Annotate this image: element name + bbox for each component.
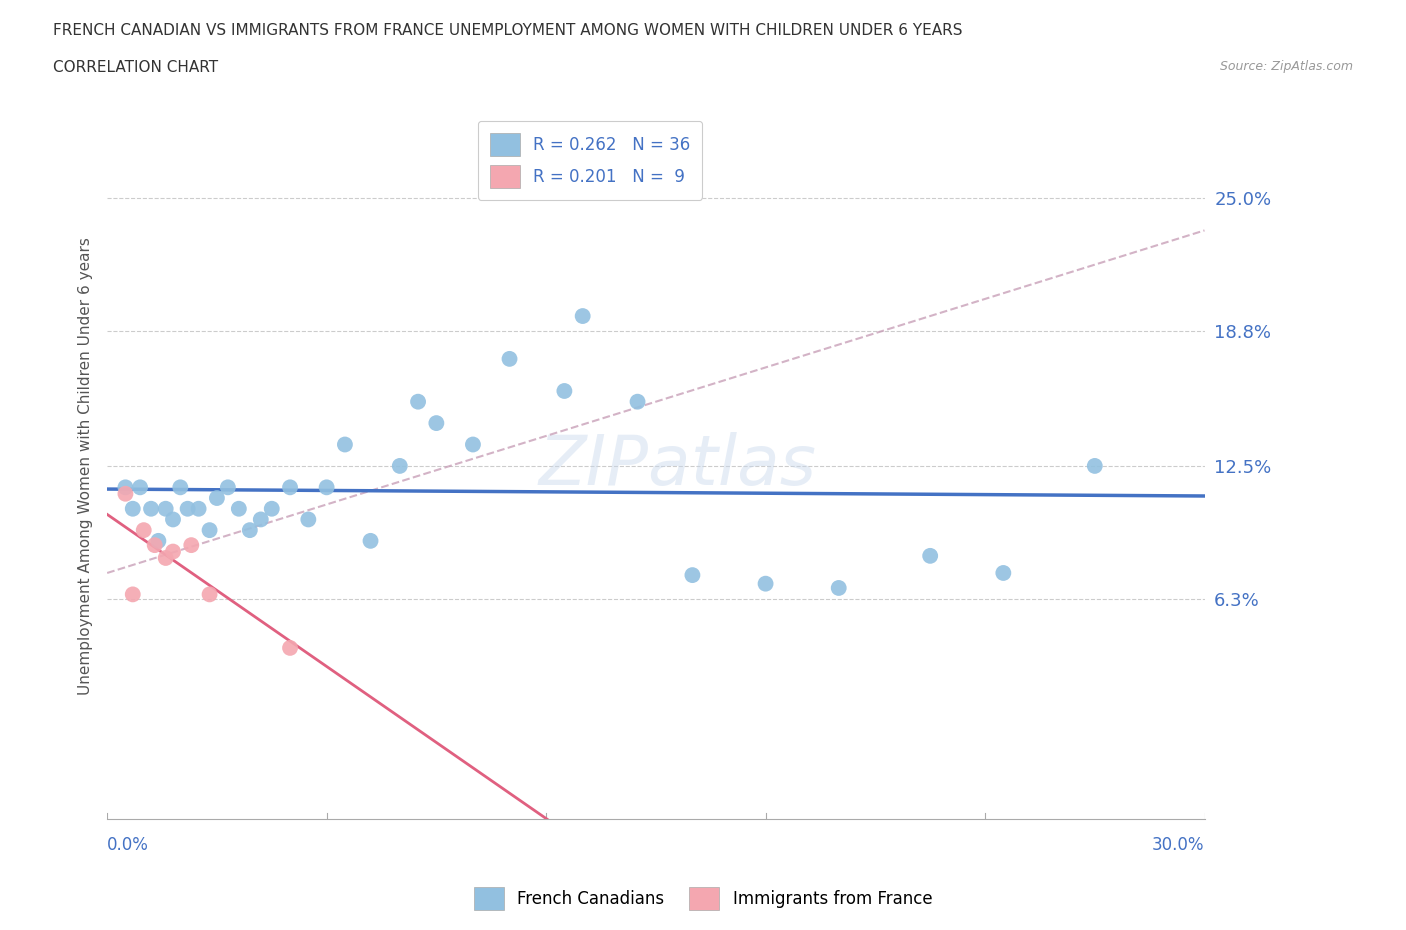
Point <box>498 352 520 366</box>
Point <box>993 565 1015 580</box>
Point <box>571 309 593 324</box>
Point <box>162 512 184 527</box>
Point <box>129 480 152 495</box>
Point <box>162 544 184 559</box>
Point <box>360 534 382 549</box>
Text: CORRELATION CHART: CORRELATION CHART <box>53 60 218 75</box>
Point <box>626 394 648 409</box>
Point <box>139 501 162 516</box>
Point <box>920 549 942 564</box>
Point <box>425 416 447 431</box>
Y-axis label: Unemployment Among Women with Children Under 6 years: Unemployment Among Women with Children U… <box>79 237 93 695</box>
Point <box>180 538 202 552</box>
Point <box>187 501 209 516</box>
Point <box>121 587 143 602</box>
Point <box>297 512 319 527</box>
Point <box>828 580 851 595</box>
Point <box>1084 458 1107 473</box>
Point <box>755 577 778 591</box>
Point <box>461 437 484 452</box>
Point <box>249 512 271 527</box>
Point <box>155 551 177 565</box>
Point <box>278 641 301 656</box>
Point <box>114 486 136 501</box>
Point <box>169 480 191 495</box>
Point <box>198 587 221 602</box>
Text: 0.0%: 0.0% <box>107 836 149 855</box>
Point <box>681 567 703 582</box>
Point <box>121 501 143 516</box>
Point <box>143 538 166 552</box>
Text: Source: ZipAtlas.com: Source: ZipAtlas.com <box>1219 60 1353 73</box>
Point <box>198 523 221 538</box>
Text: FRENCH CANADIAN VS IMMIGRANTS FROM FRANCE UNEMPLOYMENT AMONG WOMEN WITH CHILDREN: FRENCH CANADIAN VS IMMIGRANTS FROM FRANC… <box>53 23 963 38</box>
Point <box>406 394 429 409</box>
Point <box>278 480 301 495</box>
Text: ZIPatlas: ZIPatlas <box>538 432 817 499</box>
Legend: R = 0.262   N = 36, R = 0.201   N =  9: R = 0.262 N = 36, R = 0.201 N = 9 <box>478 121 702 200</box>
Point <box>315 480 337 495</box>
Point <box>228 501 250 516</box>
Point <box>217 480 239 495</box>
Text: 30.0%: 30.0% <box>1152 836 1205 855</box>
Point <box>205 491 228 506</box>
Point <box>155 501 177 516</box>
Point <box>388 458 411 473</box>
Point <box>333 437 356 452</box>
Point <box>239 523 262 538</box>
Legend: French Canadians, Immigrants from France: French Canadians, Immigrants from France <box>467 880 939 917</box>
Point <box>114 480 136 495</box>
Point <box>148 534 170 549</box>
Point <box>132 523 155 538</box>
Point <box>176 501 198 516</box>
Point <box>553 383 575 398</box>
Point <box>260 501 283 516</box>
